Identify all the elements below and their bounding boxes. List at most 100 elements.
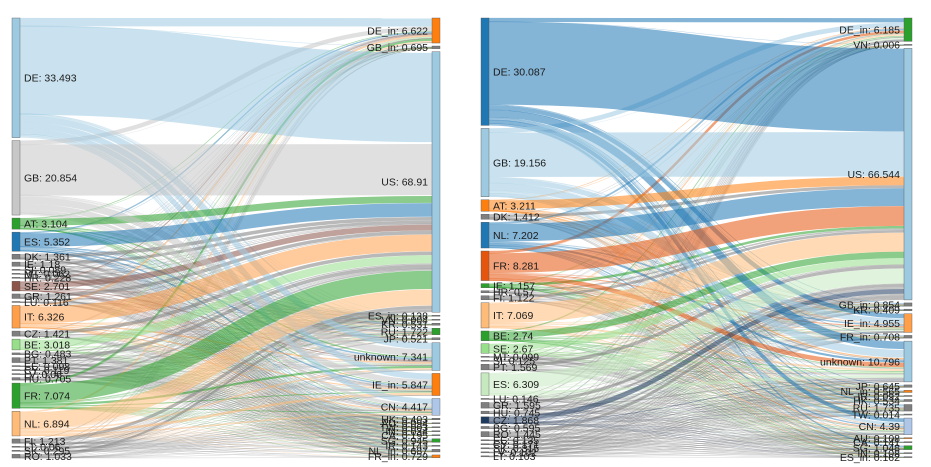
sankey-link (488, 232, 905, 324)
target-label: KR: 0.409 (853, 305, 900, 317)
source-label: LV: 0.102 (493, 447, 537, 459)
sankey-link (488, 414, 905, 437)
sankey-link (488, 324, 905, 371)
sankey-link (488, 387, 905, 457)
target-label: IE_in: 4.955 (844, 318, 900, 330)
sankey-link (488, 340, 905, 454)
sankey-link (19, 435, 433, 459)
sankey-link (488, 414, 905, 445)
sankey-link (19, 195, 433, 226)
sankey-link (488, 434, 905, 453)
source-node-bg (11, 352, 21, 355)
target-label: FR_in: 0.708 (840, 332, 900, 344)
source-label: IT: 7.069 (493, 310, 533, 322)
sankey-link (488, 381, 905, 453)
sankey-link (19, 354, 433, 432)
sankey-link (488, 287, 905, 454)
target-node-ca (431, 434, 441, 436)
sankey-link (19, 366, 433, 424)
sankey-link (19, 327, 433, 458)
sankey-link (19, 370, 433, 442)
sankey-link (19, 366, 433, 442)
sankey-link (488, 399, 905, 416)
sankey-link (488, 396, 905, 449)
sankey-link (19, 427, 433, 444)
sankey-link (488, 337, 905, 358)
sankey-link (19, 370, 433, 447)
sankey-link (488, 332, 905, 445)
sankey-link (488, 392, 905, 394)
source-label: ES: 5.352 (24, 236, 70, 248)
sankey-link (19, 334, 433, 443)
target-label: AU: 0.094 (381, 418, 428, 430)
sankey-link (488, 399, 905, 439)
sankey-link (19, 334, 433, 448)
sankey-link (488, 292, 905, 430)
sankey-link (488, 387, 905, 424)
target-label: TW: 0.014 (852, 409, 900, 421)
sankey-link (488, 438, 905, 445)
sankey-link (488, 287, 905, 458)
sankey-link (19, 315, 433, 336)
sankey-link (488, 440, 905, 458)
sankey-link (19, 203, 433, 247)
sankey-link (19, 419, 433, 444)
sankey-link (19, 319, 433, 324)
target-label: NL_in: 0.565 (840, 386, 900, 398)
sankey-link (488, 361, 905, 411)
source-label: SI: 0.125 (493, 356, 535, 368)
sankey-link (488, 386, 905, 394)
sankey-link (19, 246, 433, 333)
sankey-link (488, 428, 905, 458)
sankey-link (19, 290, 433, 447)
sankey-link (488, 428, 905, 443)
source-node-ro (480, 431, 490, 437)
sankey-link (19, 290, 433, 452)
sankey-link (19, 212, 433, 428)
sankey-link (488, 188, 905, 242)
sankey-link (488, 264, 905, 361)
target-node-jp (431, 337, 441, 340)
sankey-link (19, 435, 433, 443)
sankey-link (488, 310, 905, 441)
sankey-link (488, 352, 905, 393)
sankey-link (19, 25, 433, 143)
source-label: LT: 0.06 (24, 442, 61, 454)
sankey-link (19, 451, 433, 458)
sankey-link (488, 361, 905, 450)
sankey-link (19, 319, 433, 443)
sankey-link (488, 176, 905, 209)
target-node-ie-in (431, 373, 441, 396)
source-node-pt (11, 357, 21, 363)
sankey-link (19, 395, 433, 458)
target-node-kr (903, 308, 913, 311)
sankey-link (19, 374, 433, 436)
sankey-link (19, 354, 433, 420)
source-node-ee (480, 439, 490, 441)
target-label: unknown: 10.796 (820, 356, 900, 368)
target-node-cn (431, 398, 441, 416)
source-label: EE: 0.135 (493, 435, 539, 447)
sankey-link (19, 224, 433, 289)
sankey-link (19, 366, 433, 436)
sankey-link (488, 280, 905, 458)
target-node-gb-in (903, 302, 913, 307)
sankey-link (19, 216, 433, 259)
target-node-cn (903, 417, 913, 435)
source-label: EE: 0.098 (24, 361, 70, 373)
sankey-link (19, 309, 433, 458)
sankey-link (488, 357, 905, 397)
sankey-link (19, 366, 433, 447)
source-label: BE: 3.018 (24, 339, 70, 351)
target-label: DE_in: 6.622 (367, 25, 428, 37)
sankey-link (19, 326, 433, 412)
source-node-de (11, 17, 21, 138)
sankey-link (488, 284, 905, 406)
sankey-link (488, 361, 905, 439)
source-label: DK: 1.361 (24, 251, 71, 263)
sankey-link (488, 283, 905, 400)
source-node-sk (480, 447, 490, 450)
sankey-link (19, 115, 433, 350)
source-label: RO: 1.033 (24, 451, 72, 463)
